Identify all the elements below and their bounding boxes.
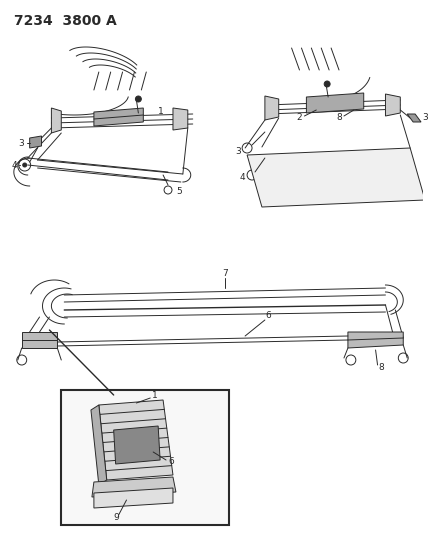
Circle shape [135, 96, 141, 102]
Text: 6: 6 [168, 456, 174, 465]
Polygon shape [94, 488, 173, 508]
Text: 8: 8 [378, 364, 384, 373]
Polygon shape [306, 93, 364, 113]
Bar [61, 390, 229, 525]
Text: 8: 8 [336, 114, 342, 123]
Polygon shape [114, 426, 160, 464]
Text: 3: 3 [18, 140, 24, 149]
Text: 4: 4 [239, 174, 245, 182]
Circle shape [128, 440, 144, 456]
Polygon shape [265, 96, 279, 120]
Text: 3: 3 [422, 114, 428, 123]
Polygon shape [173, 108, 188, 130]
Text: 1: 1 [152, 392, 158, 400]
Text: 4: 4 [12, 160, 18, 169]
Text: 7234  3800 A: 7234 3800 A [14, 14, 116, 28]
Text: 9: 9 [114, 513, 119, 522]
Circle shape [132, 444, 140, 452]
Polygon shape [407, 114, 421, 122]
Text: 7: 7 [223, 270, 228, 279]
Polygon shape [348, 332, 403, 348]
Circle shape [23, 163, 27, 167]
Polygon shape [22, 332, 57, 348]
Polygon shape [247, 148, 425, 207]
Text: 5: 5 [176, 188, 181, 197]
Polygon shape [51, 108, 61, 133]
Polygon shape [386, 94, 400, 116]
Polygon shape [94, 108, 143, 126]
Polygon shape [91, 405, 107, 485]
Circle shape [324, 81, 330, 87]
Text: 3: 3 [235, 148, 241, 157]
Polygon shape [99, 400, 173, 480]
Polygon shape [92, 477, 176, 497]
Text: 1: 1 [158, 107, 164, 116]
Polygon shape [30, 136, 42, 148]
Text: 2: 2 [297, 114, 302, 123]
Text: 6: 6 [265, 311, 270, 320]
